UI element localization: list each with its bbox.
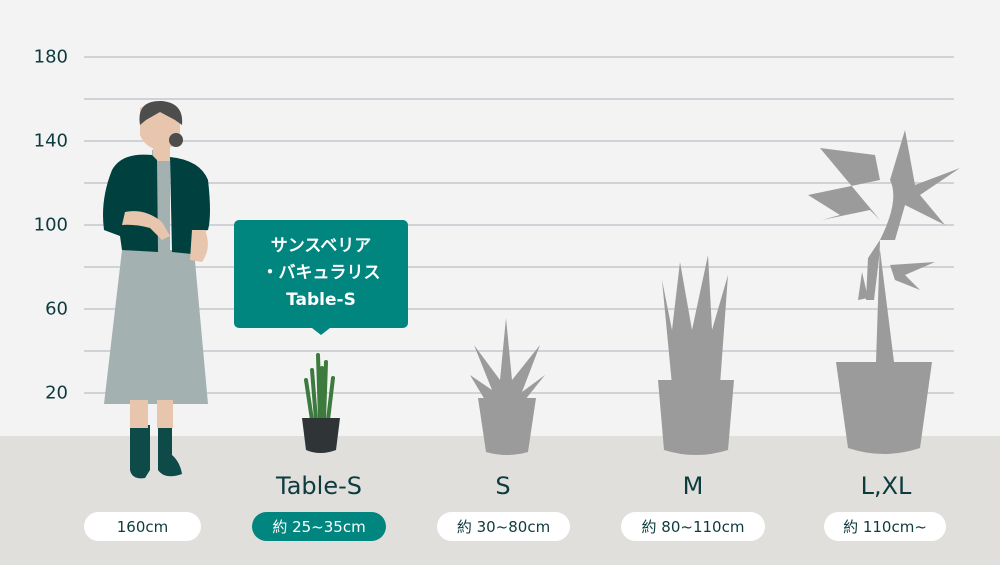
size-label-lxl: L,XL	[860, 472, 912, 500]
y-tick-label: 20	[45, 382, 68, 404]
callout-line: ・バキュラリス	[261, 263, 381, 283]
gridline	[84, 98, 954, 100]
height-badge-person: 160cm	[84, 512, 201, 541]
size-label-m: M	[682, 472, 704, 500]
height-badge-s: 約 30~80cm	[437, 512, 570, 541]
gridline	[84, 56, 954, 58]
callout-line: サンスベリア	[270, 236, 372, 256]
gridline	[84, 224, 954, 226]
gridline	[84, 140, 954, 142]
gridline	[84, 350, 954, 352]
callout-line: Table-S	[286, 290, 356, 310]
height-badge-table-s: 約 25~35cm	[252, 512, 386, 541]
height-badge-lxl: 約 110cm~	[824, 512, 946, 541]
size-label-table-s: Table-S	[276, 472, 362, 500]
lxl-plant-silhouette-icon	[808, 130, 960, 454]
y-tick-label: 140	[33, 130, 68, 152]
height-badge-m: 約 80~110cm	[621, 512, 765, 541]
gridline	[84, 182, 954, 184]
y-tick-label: 180	[33, 46, 68, 68]
product-callout: サンスベリア ・バキュラリス Table-S	[234, 220, 408, 335]
gridline	[84, 266, 954, 268]
size-label-s: S	[495, 472, 511, 500]
s-plant-silhouette-icon	[470, 318, 545, 455]
table-s-plant-photo-icon	[302, 353, 340, 453]
y-tick-label: 100	[33, 214, 68, 236]
person-figure-icon	[103, 100, 210, 479]
m-plant-silhouette-icon	[658, 255, 734, 455]
y-tick-label: 60	[45, 298, 68, 320]
gridline	[84, 308, 954, 310]
